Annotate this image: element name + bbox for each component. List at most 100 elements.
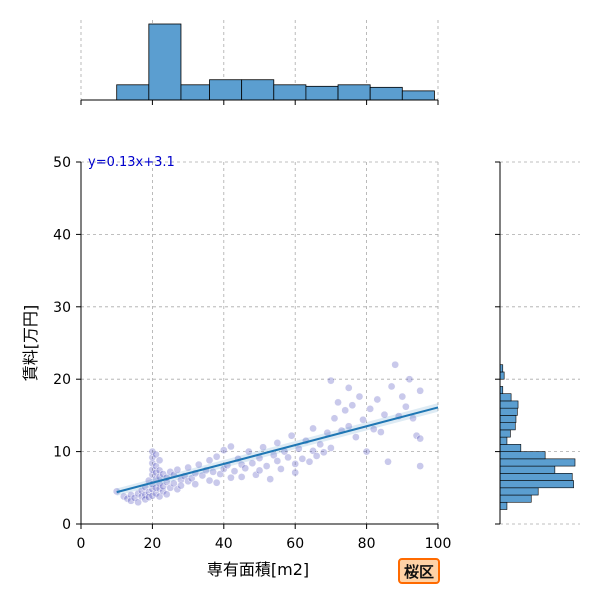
- scatter-point: [380, 410, 389, 419]
- histogram-bar: [499, 501, 508, 510]
- scatter-point: [134, 498, 142, 507]
- scatter-point: [334, 398, 342, 407]
- histogram-bar: [499, 473, 573, 481]
- histogram-bar: [499, 444, 522, 452]
- scatter-point: [194, 460, 203, 469]
- x-tick-label: 80: [358, 536, 376, 552]
- scatter-point: [209, 468, 217, 476]
- scatter-point: [369, 425, 378, 434]
- scatter-point: [373, 395, 382, 404]
- y-tick-label: 0: [62, 517, 71, 533]
- histogram-bar: [499, 451, 546, 460]
- scatter-point: [384, 457, 392, 466]
- y-tick-label: 10: [53, 445, 71, 461]
- scatter-point: [366, 405, 375, 413]
- histogram-bar: [273, 84, 307, 101]
- scatter-point: [205, 476, 214, 485]
- scatter-point: [312, 452, 321, 460]
- scatter-point: [152, 450, 160, 459]
- scatter-points: [112, 360, 424, 507]
- scatter-point: [173, 465, 182, 474]
- histogram-bar: [499, 465, 556, 474]
- scatter-point: [205, 456, 214, 465]
- regression-line-path: [116, 406, 439, 494]
- scatter-point: [416, 386, 424, 395]
- scatter-point: [291, 460, 300, 468]
- scatter-point: [387, 382, 396, 391]
- histogram-bar: [209, 79, 243, 101]
- scatter-point: [341, 406, 350, 415]
- histogram-bar: [116, 84, 150, 101]
- scatter-point: [298, 454, 307, 463]
- scatter-point: [219, 446, 228, 455]
- x-tick-label: 100: [425, 536, 452, 552]
- scatter-point: [359, 415, 367, 424]
- y-axis-label: 賃料[万円]: [21, 305, 40, 382]
- histogram-bar: [499, 487, 539, 496]
- district-badge: 桜区: [398, 558, 440, 584]
- scatter-point: [309, 424, 317, 433]
- histogram-bar: [499, 422, 516, 431]
- scatter-point: [227, 473, 235, 482]
- scatter-point: [344, 422, 353, 431]
- y-tick-label: 30: [53, 300, 71, 316]
- scatter-point: [344, 384, 353, 392]
- tick-labels: 0 20 40 60 80 100 0 10 20 30 40 50: [53, 155, 451, 552]
- scatter-point: [273, 439, 282, 447]
- scatter-point: [416, 434, 424, 443]
- y-tick-label: 20: [53, 372, 71, 388]
- histogram-bar: [499, 371, 505, 380]
- scatter-point: [377, 428, 385, 436]
- scatter-point: [262, 462, 271, 470]
- scatter-point: [355, 392, 364, 401]
- scatter-point: [184, 463, 192, 472]
- scatter-point: [248, 459, 257, 468]
- histogram-bar: [499, 458, 576, 467]
- histogram-bar: [499, 407, 518, 416]
- scatter-point: [319, 448, 328, 457]
- scatter-point: [416, 462, 424, 470]
- histogram-bar: [499, 436, 508, 445]
- scatter-point: [287, 431, 296, 440]
- x-axis-label: 専有面積[m2]: [207, 560, 309, 579]
- scatter-point: [284, 453, 292, 462]
- scatter-point: [305, 457, 314, 466]
- scatter-point: [191, 480, 200, 489]
- scatter-point: [291, 468, 300, 477]
- scatter-point: [398, 392, 407, 401]
- scatter-point: [273, 457, 282, 465]
- regression-line: [116, 403, 439, 496]
- scatter-point: [155, 456, 164, 465]
- axes: [76, 99, 501, 529]
- scatter-point: [277, 465, 285, 473]
- histogram-bar: [148, 23, 182, 101]
- scatter-point: [352, 433, 360, 441]
- scatter-point: [348, 401, 357, 410]
- histogram-bar: [499, 480, 574, 489]
- scatter-point: [212, 452, 221, 461]
- scatter-point: [316, 440, 325, 449]
- histogram-bar: [499, 393, 512, 402]
- scatter-point: [212, 478, 221, 487]
- histogram-bar: [499, 400, 519, 409]
- histogram-bar: [180, 84, 210, 101]
- scatter-point: [227, 442, 235, 451]
- marginal-x-histogram: [116, 23, 435, 101]
- scatter-point: [162, 490, 171, 499]
- regression-equation: y=0.13x+3.1: [88, 155, 175, 170]
- histogram-bar: [401, 90, 435, 101]
- scatter-point: [391, 360, 400, 369]
- y-tick-label: 40: [53, 227, 71, 243]
- scatter-point: [230, 467, 239, 475]
- histogram-bar: [499, 415, 517, 423]
- histogram-bar: [499, 494, 532, 503]
- scatter-point: [177, 481, 185, 490]
- histogram-bar: [369, 86, 403, 101]
- histogram-bar: [241, 79, 275, 101]
- scatter-point: [402, 402, 410, 411]
- x-tick-label: 20: [143, 536, 161, 552]
- histogram-bar: [305, 85, 339, 101]
- scatter-point: [241, 464, 250, 473]
- x-tick-label: 0: [77, 536, 86, 552]
